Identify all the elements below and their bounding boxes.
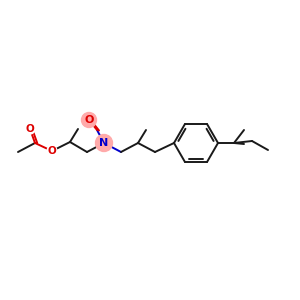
Circle shape bbox=[25, 124, 35, 134]
Circle shape bbox=[82, 112, 97, 128]
Circle shape bbox=[47, 146, 57, 156]
Circle shape bbox=[95, 134, 112, 152]
Text: O: O bbox=[26, 124, 34, 134]
Text: O: O bbox=[48, 146, 56, 156]
Text: N: N bbox=[99, 138, 109, 148]
Text: O: O bbox=[84, 115, 94, 125]
